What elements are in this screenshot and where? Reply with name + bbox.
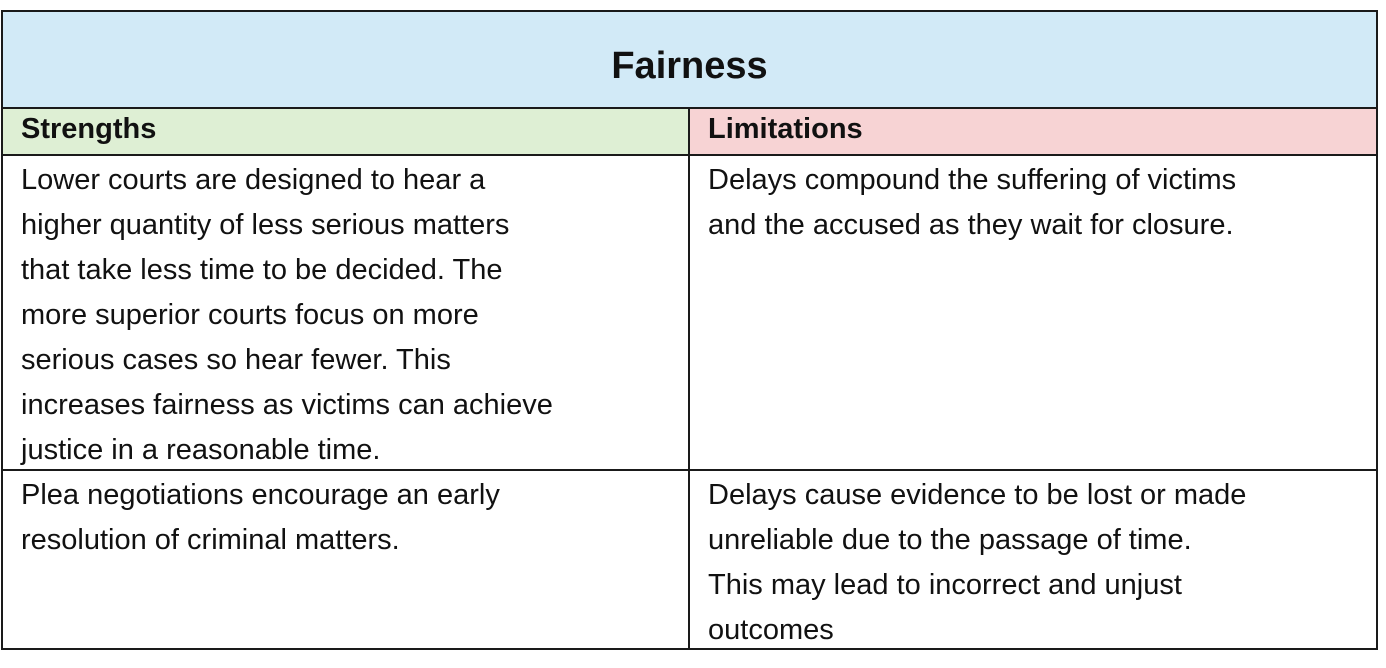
text-line: Delays cause evidence to be lost or made xyxy=(708,479,1247,511)
limitations-header: Limitations xyxy=(690,109,1376,156)
text-line: resolution of criminal matters. xyxy=(21,524,400,556)
limitation-cell: Delays compound the suffering of victims… xyxy=(690,156,1376,471)
text-line: justice in a reasonable time. xyxy=(21,434,381,466)
text-line: that take less time to be decided. The xyxy=(21,254,503,286)
text-line: Delays compound the suffering of victims xyxy=(708,164,1237,196)
text-line: unreliable due to the passage of time. xyxy=(708,524,1192,556)
text-line: Plea negotiations encourage an early xyxy=(21,479,500,511)
text-line: Lower courts are designed to hear a xyxy=(21,164,486,196)
text-line: This may lead to incorrect and unjust xyxy=(708,569,1182,601)
fairness-table: Fairness Strengths Limitations Lower cou… xyxy=(1,10,1378,650)
text-line: outcomes xyxy=(708,614,834,646)
limitation-cell: Delays cause evidence to be lost or made… xyxy=(690,471,1376,648)
text-line: increases fairness as victims can achiev… xyxy=(21,389,553,421)
text-line: more superior courts focus on more xyxy=(21,299,479,331)
strength-cell: Lower courts are designed to hear a high… xyxy=(3,156,690,471)
text-line: and the accused as they wait for closure… xyxy=(708,209,1234,241)
text-line: higher quantity of less serious matters xyxy=(21,209,510,241)
table-title: Fairness xyxy=(3,12,1376,109)
strengths-header: Strengths xyxy=(3,109,690,156)
strength-cell: Plea negotiations encourage an early res… xyxy=(3,471,690,648)
text-line: serious cases so hear fewer. This xyxy=(21,344,451,376)
